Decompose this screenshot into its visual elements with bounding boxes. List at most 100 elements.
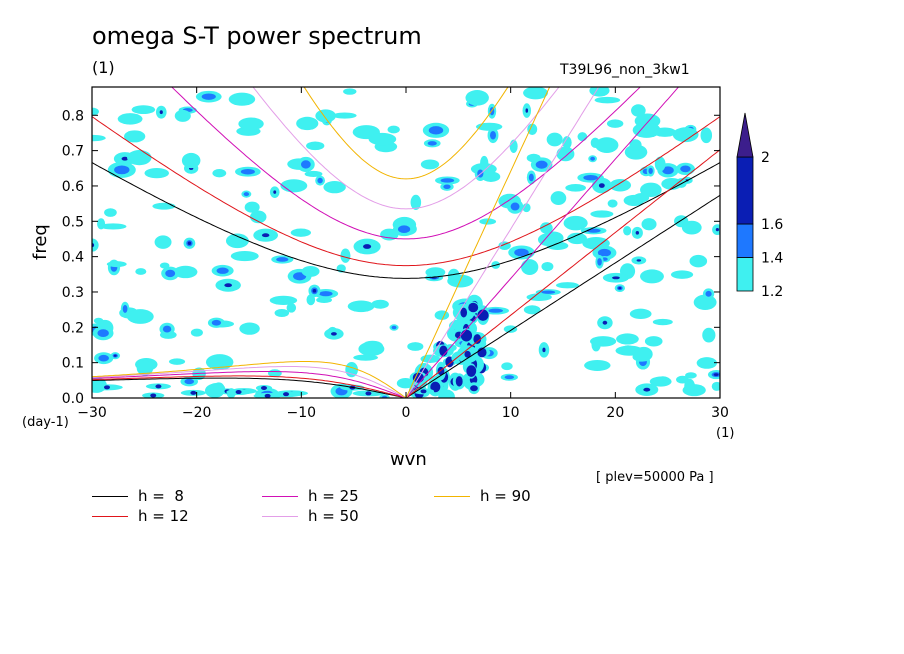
y-tick-label: 0.4 bbox=[62, 250, 84, 266]
power-patch bbox=[527, 123, 538, 135]
y-axis-unit: (day-1) bbox=[22, 415, 69, 430]
power-patch bbox=[562, 136, 572, 150]
power-patch bbox=[98, 354, 109, 362]
dispersion-curve bbox=[92, 162, 720, 279]
power-patch bbox=[670, 270, 694, 279]
power-patch bbox=[239, 322, 260, 335]
power-patch bbox=[391, 325, 397, 330]
power-patch bbox=[465, 90, 489, 106]
power-patch bbox=[113, 354, 117, 357]
power-patch bbox=[541, 261, 554, 272]
power-patch bbox=[652, 318, 673, 326]
x-axis-label: wvn bbox=[390, 449, 427, 470]
power-patch bbox=[473, 334, 482, 345]
power-patch bbox=[330, 332, 337, 336]
power-patch bbox=[396, 377, 415, 389]
power-patch bbox=[680, 165, 691, 173]
power-patch bbox=[205, 354, 234, 371]
power-patch bbox=[565, 184, 586, 192]
x-tick-label: −20 bbox=[182, 405, 212, 421]
y-tick-label: 0.0 bbox=[62, 391, 84, 407]
power-patch bbox=[546, 132, 563, 147]
x-tick-label: 30 bbox=[711, 405, 729, 421]
legend-swatch bbox=[92, 515, 128, 517]
power-patch bbox=[165, 269, 176, 278]
power-patch bbox=[602, 320, 608, 325]
dispersion-curve bbox=[92, 377, 407, 398]
power-patch bbox=[224, 283, 232, 288]
power-patch bbox=[634, 346, 653, 362]
power-patch bbox=[606, 119, 624, 128]
power-patch bbox=[260, 386, 267, 391]
power-patch bbox=[649, 376, 672, 387]
power-patch bbox=[654, 156, 666, 172]
y-tick-label: 0.8 bbox=[62, 108, 84, 124]
power-patch bbox=[235, 390, 242, 395]
power-patch bbox=[269, 295, 298, 305]
dispersion-curves bbox=[92, 87, 720, 398]
power-patch bbox=[312, 288, 317, 293]
power-patch bbox=[420, 389, 427, 394]
power-patch bbox=[700, 127, 713, 144]
power-patch bbox=[629, 308, 652, 320]
power-patch bbox=[250, 210, 267, 224]
dispersion-curve bbox=[92, 116, 720, 267]
power-patch bbox=[425, 267, 446, 278]
power-patch bbox=[410, 194, 422, 210]
power-patch bbox=[597, 258, 602, 266]
power-patch bbox=[92, 238, 99, 252]
power-patch bbox=[582, 236, 610, 250]
legend-item: h = 90 bbox=[434, 487, 531, 505]
power-patch bbox=[212, 168, 227, 178]
power-patch bbox=[286, 302, 297, 313]
legend-item: h = 12 bbox=[92, 507, 189, 525]
power-patch bbox=[315, 109, 336, 123]
power-patch bbox=[347, 300, 375, 313]
legend-item: h = 25 bbox=[262, 487, 359, 505]
power-patch bbox=[537, 233, 559, 247]
power-patch bbox=[684, 378, 695, 394]
y-tick-label: 0.2 bbox=[62, 320, 84, 336]
dispersion-curve bbox=[92, 375, 407, 398]
power-patch bbox=[440, 178, 455, 183]
power-patch bbox=[685, 372, 697, 379]
power-patch bbox=[477, 309, 489, 321]
power-patch bbox=[584, 359, 611, 371]
power-patch bbox=[306, 141, 325, 151]
power-patch bbox=[460, 307, 468, 318]
power-patch bbox=[501, 362, 513, 371]
power-patch bbox=[556, 146, 575, 162]
colorbar-label: 1.2 bbox=[761, 284, 783, 300]
power-patch bbox=[240, 168, 255, 175]
power-patch bbox=[131, 105, 156, 115]
power-patch bbox=[713, 373, 719, 376]
dispersion-curve bbox=[252, 87, 560, 210]
power-patch bbox=[609, 179, 632, 192]
chart-title: omega S-T power spectrum bbox=[92, 22, 422, 50]
power-patch bbox=[636, 259, 642, 262]
power-patch bbox=[276, 257, 289, 262]
legend-label: h = 25 bbox=[308, 487, 359, 505]
power-patch bbox=[97, 218, 106, 230]
power-patch bbox=[306, 294, 316, 306]
power-contours bbox=[92, 87, 720, 398]
power-patch bbox=[525, 108, 529, 113]
power-patch bbox=[503, 325, 518, 333]
power-patch bbox=[629, 139, 642, 151]
legend-item: h = 8 bbox=[92, 487, 184, 505]
colorbar-segment bbox=[736, 257, 754, 292]
power-patch bbox=[187, 241, 192, 245]
power-patch bbox=[190, 390, 197, 395]
power-patch bbox=[539, 222, 553, 234]
power-patch bbox=[302, 268, 315, 277]
power-patch bbox=[144, 168, 169, 179]
legend-swatch bbox=[262, 495, 298, 497]
power-patch bbox=[318, 291, 333, 297]
power-patch bbox=[92, 107, 99, 116]
dispersion-curve bbox=[92, 361, 407, 398]
power-patch bbox=[104, 208, 117, 217]
power-patch bbox=[711, 381, 720, 391]
dispersion-curve bbox=[405, 87, 680, 398]
power-patch bbox=[589, 336, 617, 347]
